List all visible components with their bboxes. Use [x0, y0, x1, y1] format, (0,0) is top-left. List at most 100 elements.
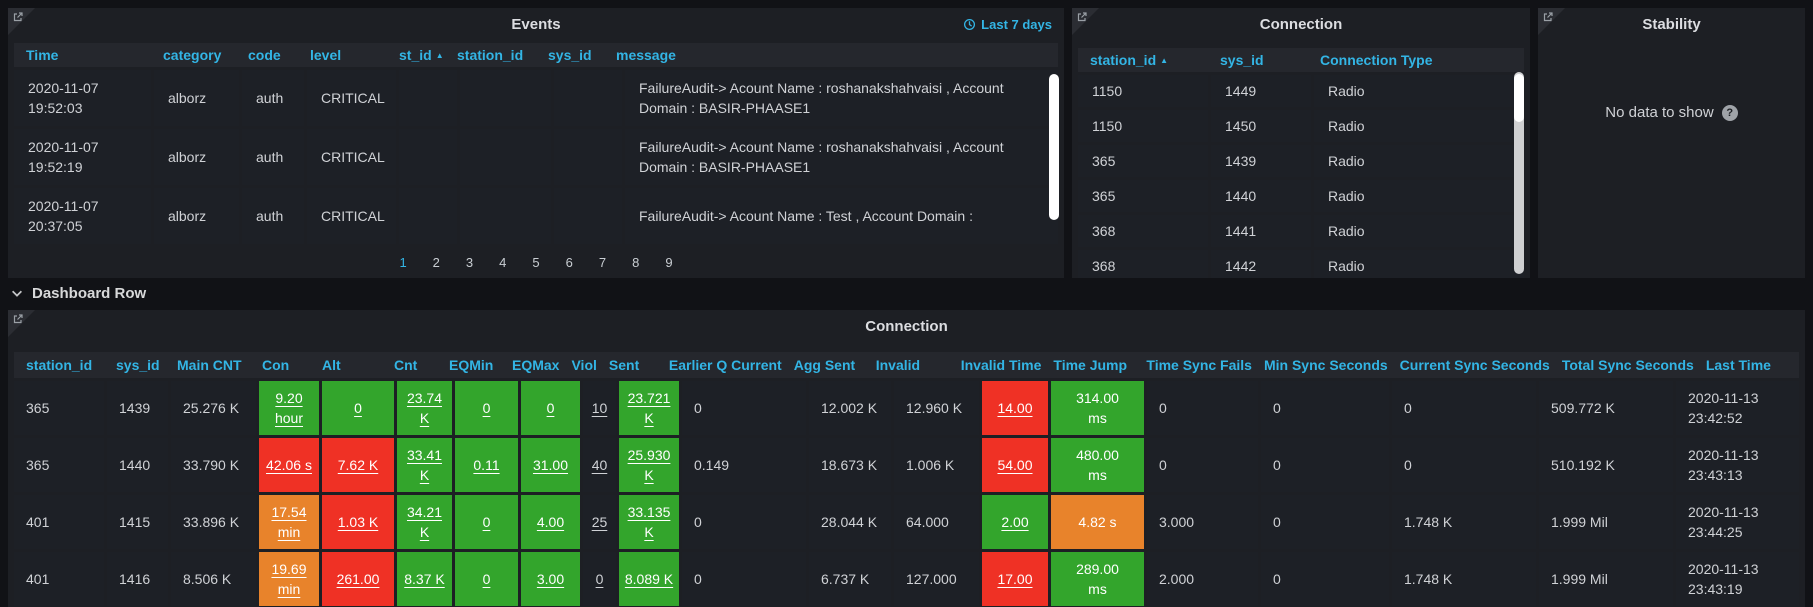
column-header-time-sync-fails[interactable]: Time Sync Fails [1146, 357, 1252, 373]
page-button[interactable]: 9 [665, 255, 673, 270]
scrollbar[interactable] [1514, 72, 1524, 274]
sort-asc-icon: ▲ [435, 50, 444, 60]
cell-link[interactable]: 1.03 K [322, 495, 394, 549]
page-button[interactable]: 6 [565, 255, 573, 270]
page-button[interactable]: 5 [532, 255, 540, 270]
page-button[interactable]: 1 [399, 255, 407, 270]
cell-link[interactable]: 0 [583, 552, 616, 606]
column-header-last-time[interactable]: Last Time [1705, 357, 1771, 373]
column-header-total-sync-seconds[interactable]: Total Sync Seconds [1561, 357, 1694, 373]
cell-link[interactable]: 7.62 K [322, 438, 394, 492]
column-header-con[interactable]: Con [262, 357, 290, 373]
column-header-invalid[interactable]: Invalid [875, 357, 921, 373]
table-cell: 0 [682, 552, 806, 606]
panel-link-icon[interactable] [8, 310, 35, 337]
table-cell: FailureAudit-> Acount Name : roshanaksha… [625, 70, 1058, 126]
help-icon[interactable]: ? [1721, 104, 1738, 121]
clock-icon [964, 18, 976, 31]
column-header-invalid-time[interactable]: Invalid Time [960, 357, 1042, 373]
column-header-eqmin[interactable]: EQMin [449, 357, 494, 373]
panel-title[interactable]: Events [511, 16, 561, 33]
column-header-level[interactable]: level [310, 47, 342, 63]
scrollbar-thumb[interactable] [1049, 74, 1059, 220]
column-header-alt[interactable]: Alt [322, 357, 341, 373]
column-header-viol[interactable]: Viol [571, 357, 597, 373]
column-header-sent[interactable]: Sent [608, 357, 640, 373]
cell-link[interactable]: 2.00 [982, 495, 1048, 549]
column-header-station-id[interactable]: station_id ▲ [1090, 52, 1169, 68]
cell-link[interactable]: 33.41 K [397, 438, 452, 492]
column-header-time-jump[interactable]: Time Jump [1053, 357, 1128, 373]
cell-link[interactable]: 3.00 [521, 552, 580, 606]
cell-link[interactable]: 42.06 s [259, 438, 319, 492]
table-row: 1150 1450 Radio [1078, 110, 1524, 142]
column-header-main-cnt[interactable]: Main CNT [177, 357, 242, 373]
column-header-agg-sent[interactable]: Agg Sent [793, 357, 856, 373]
column-header-sys-id[interactable]: sys_id [548, 47, 592, 63]
page-button[interactable]: 7 [598, 255, 607, 270]
cell-link[interactable]: 25 [583, 495, 616, 549]
cell-link[interactable]: 4.00 [521, 495, 580, 549]
cell-link[interactable]: 25.930 K [619, 438, 679, 492]
column-header-sys-id[interactable]: sys_id [116, 357, 160, 373]
column-header-category[interactable]: category [163, 47, 222, 63]
scrollbar-thumb[interactable] [1514, 74, 1524, 122]
cell-link[interactable]: 33.135 K [619, 495, 679, 549]
panel-title[interactable]: Connection [865, 318, 948, 335]
cell-link[interactable]: 40 [583, 438, 616, 492]
panel-link-icon[interactable] [8, 8, 35, 35]
cell-link[interactable]: 31.00 [521, 438, 580, 492]
cell-link[interactable]: 14.00 [982, 381, 1048, 435]
table-cell: 1150 [1078, 75, 1208, 107]
cell-link[interactable]: 0 [322, 381, 394, 435]
panel-link-icon[interactable] [1538, 8, 1565, 35]
table-row: 365 1439 Radio [1078, 145, 1524, 177]
column-header-sys-id[interactable]: sys_id [1220, 52, 1264, 68]
page-button[interactable]: 8 [632, 255, 640, 270]
cell-link[interactable]: 261.00 [322, 552, 394, 606]
column-header-code[interactable]: code [248, 47, 281, 63]
cell-link[interactable]: 0 [455, 495, 518, 549]
cell-link[interactable]: 9.20 hour [259, 381, 319, 435]
column-header-message[interactable]: message [616, 47, 676, 63]
cell-link[interactable]: 34.21 K [397, 495, 452, 549]
cell-link: 480.00 ms [1051, 438, 1144, 492]
panel-title[interactable]: Stability [1642, 16, 1701, 33]
cell-link[interactable]: 0.11 [455, 438, 518, 492]
cell-link[interactable]: 8.089 K [619, 552, 679, 606]
cell-link[interactable]: 23.721 K [619, 381, 679, 435]
column-header-st-id[interactable]: st_id ▲ [399, 47, 444, 63]
cell-link[interactable]: 0 [455, 381, 518, 435]
page-button[interactable]: 2 [432, 255, 440, 270]
column-header-min-sync-seconds[interactable]: Min Sync Seconds [1263, 357, 1388, 373]
dashboard-row-toggle[interactable]: Dashboard Row [10, 278, 146, 308]
cell-link[interactable]: 17.54 min [259, 495, 319, 549]
time-range-picker[interactable]: Last 7 days [963, 17, 1052, 32]
column-header-cnt[interactable]: Cnt [394, 357, 418, 373]
table-cell: 509.772 K [1539, 381, 1673, 435]
cell-link[interactable]: 19.69 min [259, 552, 319, 606]
cell-link[interactable]: 0 [521, 381, 580, 435]
column-header-earlier-q-current[interactable]: Earlier Q Current [668, 357, 782, 373]
cell-link[interactable]: 54.00 [982, 438, 1048, 492]
cell-link[interactable]: 17.00 [982, 552, 1048, 606]
cell-link[interactable]: 8.37 K [397, 552, 452, 606]
no-data-message: No data to show [1605, 104, 1714, 121]
cell-link[interactable]: 0 [455, 552, 518, 606]
connection-panel: Connection station_id ▲ sys_id Connection T… [1072, 8, 1530, 278]
column-header-connection-type[interactable]: Connection Type [1320, 52, 1433, 68]
column-header-time[interactable]: Time [26, 47, 59, 63]
column-header-station-id[interactable]: station_id [26, 357, 93, 373]
column-header-eqmax[interactable]: EQMax [512, 357, 560, 373]
panel-link-icon[interactable] [1072, 8, 1099, 35]
cell-link[interactable]: 23.74 K [397, 381, 452, 435]
cell-link[interactable]: 10 [583, 381, 616, 435]
page-button[interactable]: 3 [465, 255, 474, 270]
column-header-current-sync-seconds[interactable]: Current Sync Seconds [1399, 357, 1550, 373]
page-button[interactable]: 4 [499, 255, 507, 270]
pagination: 1 2 3 4 5 6 7 8 9 [8, 255, 1064, 270]
table-cell [460, 129, 551, 185]
panel-title[interactable]: Connection [1259, 16, 1343, 33]
column-header-station-id[interactable]: station_id [457, 47, 524, 63]
table-cell: 365 [14, 438, 104, 492]
